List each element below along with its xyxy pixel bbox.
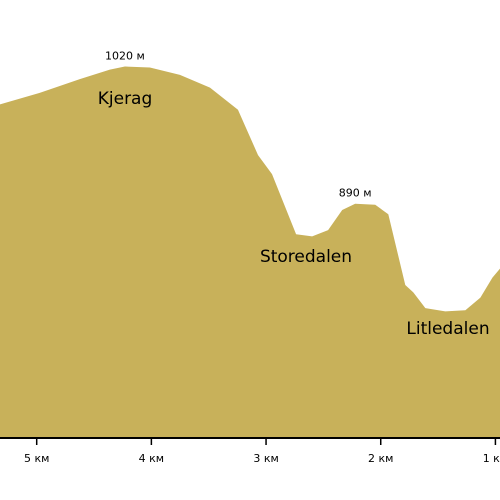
- x-tick-label: 4 км: [139, 452, 164, 465]
- region-label: Kjerag: [98, 89, 153, 109]
- x-tick-label: 5 км: [24, 452, 49, 465]
- x-tick-label: 3 км: [253, 452, 278, 465]
- region-label: Storedalen: [260, 247, 352, 267]
- x-tick-label: 2 км: [368, 452, 393, 465]
- region-label: Litledalen: [406, 319, 489, 339]
- peak-label: 1020 м: [105, 49, 145, 62]
- peak-label: 890 м: [339, 187, 372, 200]
- x-tick-label: 1 км: [483, 452, 500, 465]
- elevation-area: [0, 66, 500, 438]
